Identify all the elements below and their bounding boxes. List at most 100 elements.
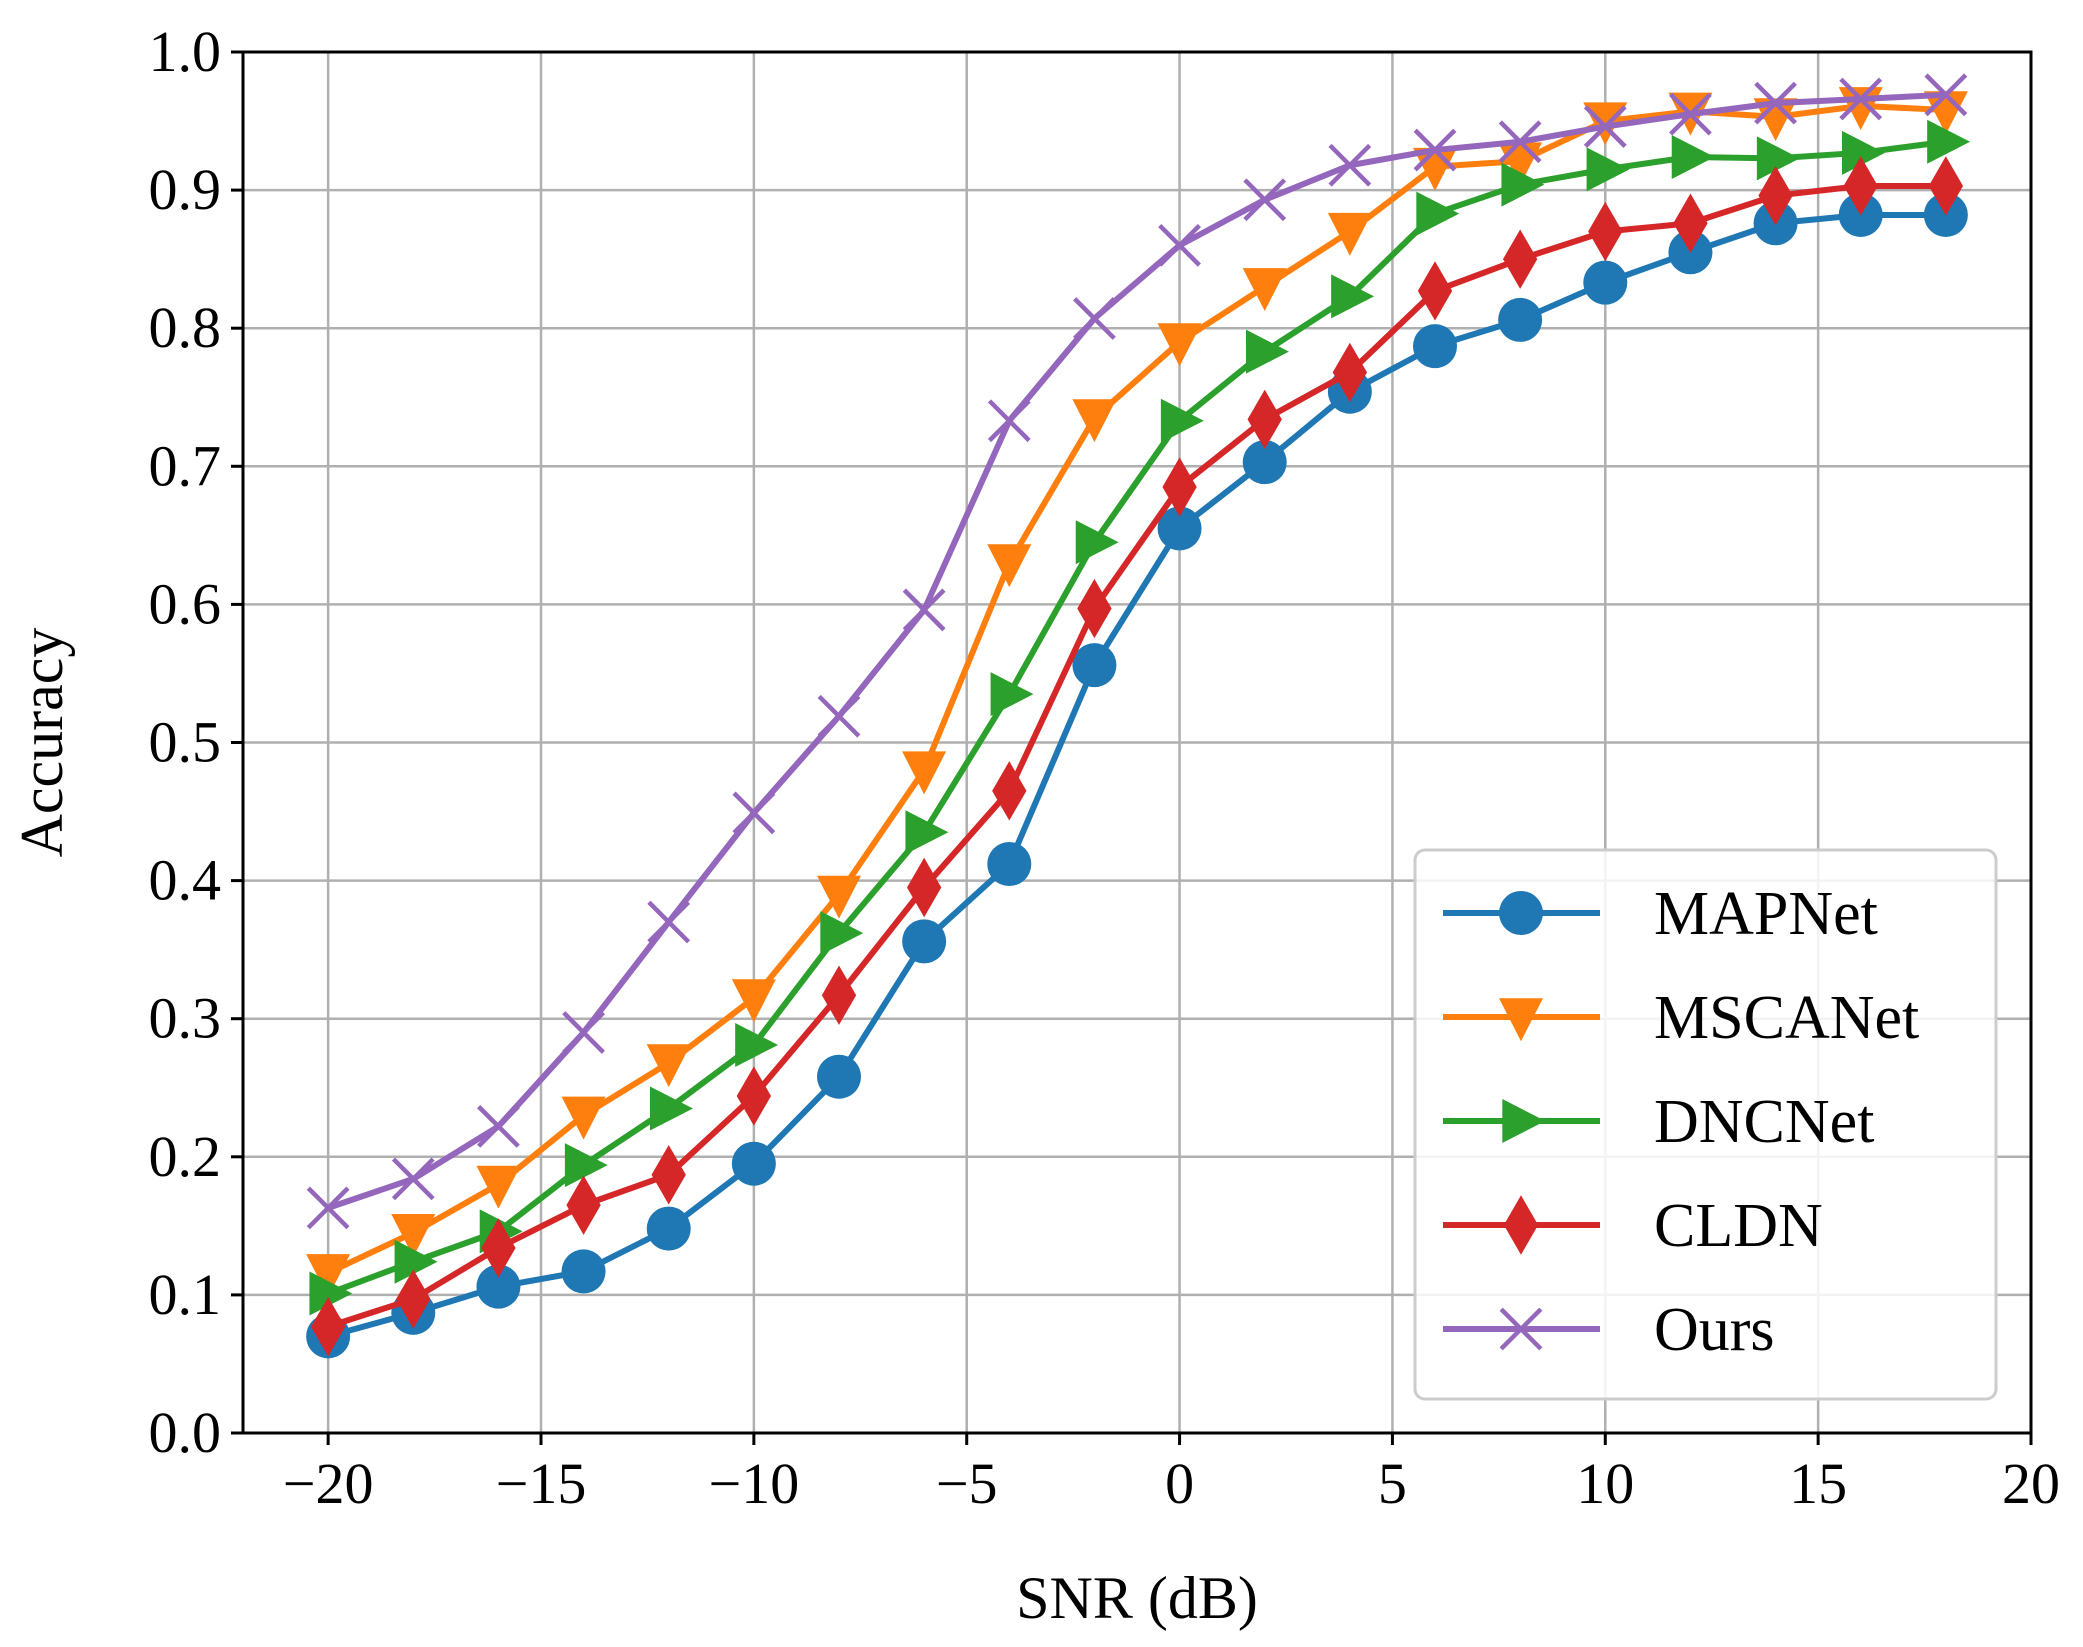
marker-x-stroke xyxy=(987,399,1031,443)
data-point-dncnet xyxy=(1586,147,1630,192)
data-point-ours xyxy=(1924,73,1968,117)
data-point-mscanet xyxy=(306,1254,351,1298)
y-axis-label: Accuracy xyxy=(9,628,75,858)
marker-x-stroke xyxy=(1073,297,1116,340)
data-point-mscanet xyxy=(731,979,776,1023)
marker-x-stroke xyxy=(391,1157,435,1201)
data-point-dncnet xyxy=(1927,119,1971,164)
legend-box xyxy=(1413,848,1998,1401)
data-point-cldn xyxy=(906,857,942,918)
y-tick-label: 0.6 xyxy=(149,571,222,636)
data-point-ours xyxy=(1328,143,1372,187)
x-axis-label: SNR (dB) xyxy=(1016,1565,1258,1631)
legend-item-dncnet: DNCNet xyxy=(1443,1088,1874,1156)
data-point-dncnet xyxy=(905,810,949,855)
legend-item-mscanet: MSCANet xyxy=(1443,984,1919,1052)
y-tick-label: 0.5 xyxy=(149,710,222,775)
data-point-dncnet xyxy=(394,1239,438,1284)
data-point-dncnet xyxy=(1756,136,1800,181)
y-tick-label: 0.4 xyxy=(149,848,222,913)
data-point-cldn xyxy=(736,1066,772,1126)
data-point-mscanet xyxy=(561,1096,606,1140)
data-point-dncnet xyxy=(820,911,864,956)
data-point-cldn xyxy=(1162,457,1197,517)
series-line-ours xyxy=(327,91,1947,1211)
marker-x-stroke xyxy=(306,1186,350,1230)
data-point-cldn xyxy=(1077,578,1112,639)
data-point-mapnet xyxy=(476,1264,521,1309)
data-point-cldn xyxy=(1673,193,1708,253)
y-tick-label: 1.0 xyxy=(149,19,222,84)
legend-label-dncnet: DNCNet xyxy=(1654,1088,1874,1156)
marker-x-stroke xyxy=(1328,143,1372,187)
data-point-mapnet xyxy=(731,1141,776,1186)
legend-marker-mapnet xyxy=(1499,891,1543,935)
marker-x-stroke xyxy=(1243,178,1287,222)
data-point-mapnet xyxy=(987,842,1032,887)
data-point-cldn xyxy=(310,1296,346,1357)
data-point-dncnet xyxy=(1501,162,1545,207)
data-point-ours xyxy=(1583,105,1627,148)
data-point-mapnet xyxy=(817,1054,861,1099)
legend-item-mapnet: MAPNet xyxy=(1443,880,1878,948)
data-point-ours xyxy=(817,694,861,738)
data-point-ours xyxy=(1413,128,1457,172)
y-tick-label: 0.0 xyxy=(149,1400,222,1465)
data-point-mscanet xyxy=(646,1044,691,1088)
marker-x-stroke xyxy=(1413,128,1457,172)
data-point-ours xyxy=(391,1157,435,1201)
data-point-cldn xyxy=(481,1218,516,1278)
data-point-mapnet xyxy=(646,1206,691,1251)
x-tick-label: −5 xyxy=(936,1451,998,1516)
data-point-cldn xyxy=(992,761,1027,821)
data-point-cldn xyxy=(651,1145,686,1205)
data-point-ours xyxy=(1839,77,1883,121)
y-tick-label: 0.3 xyxy=(149,986,222,1051)
data-point-mapnet xyxy=(902,919,947,964)
data-point-cldn xyxy=(1332,342,1368,403)
marker-x-stroke xyxy=(902,588,946,632)
data-point-mscanet xyxy=(1072,399,1117,443)
data-point-cldn xyxy=(1928,156,1964,216)
data-point-dncnet xyxy=(1075,520,1119,565)
data-point-dncnet xyxy=(309,1271,353,1316)
marker-x-stroke xyxy=(477,1105,520,1148)
data-point-cldn xyxy=(1758,165,1793,226)
data-point-dncnet xyxy=(1671,134,1715,179)
x-tick-label: 20 xyxy=(2002,1451,2060,1516)
x-tick-label: −20 xyxy=(283,1451,374,1516)
legend-item-ours: Ours xyxy=(1443,1296,1775,1364)
marker-x-stroke xyxy=(1839,77,1883,121)
marker-x-stroke xyxy=(1583,105,1627,148)
data-point-ours xyxy=(1073,297,1116,340)
marker-x-stroke xyxy=(1754,81,1797,125)
data-point-dncnet xyxy=(564,1143,608,1188)
series-dncnet xyxy=(309,119,1971,1316)
legend-label-mscanet: MSCANet xyxy=(1654,984,1919,1052)
data-point-ours xyxy=(987,399,1031,443)
data-point-ours xyxy=(562,1011,605,1054)
legend: MAPNet MSCANet DNCNet CLDN Ours xyxy=(1413,848,1998,1401)
data-point-ours xyxy=(1158,223,1201,267)
axis-ticks: −20 −15 −10 −5 0 5 10 15 20 0.0 0.1 0.2 0.3 0.4 0.5 0.6… xyxy=(149,19,2061,1516)
data-point-mapnet xyxy=(1242,440,1287,485)
data-point-mscanet xyxy=(902,751,947,795)
x-tick-label: 5 xyxy=(1378,1451,1407,1516)
data-point-dncnet xyxy=(650,1086,693,1131)
marker-x-stroke xyxy=(817,694,861,738)
data-point-mscanet xyxy=(817,875,861,919)
marker-x-stroke xyxy=(647,900,691,944)
data-point-mscanet xyxy=(1242,268,1287,311)
y-tick-label: 0.7 xyxy=(149,433,222,498)
data-point-dncnet xyxy=(1416,191,1460,236)
data-point-cldn xyxy=(1843,156,1878,216)
data-point-ours xyxy=(1669,92,1712,136)
data-point-cldn xyxy=(821,965,857,1025)
x-tick-label: −15 xyxy=(496,1451,587,1516)
legend-marker-cldn xyxy=(1503,1195,1539,1255)
data-point-mapnet xyxy=(1072,643,1117,688)
y-tick-label: 0.8 xyxy=(149,295,222,360)
data-point-dncnet xyxy=(735,1022,779,1067)
data-point-ours xyxy=(902,588,946,632)
data-point-ours xyxy=(477,1105,520,1148)
